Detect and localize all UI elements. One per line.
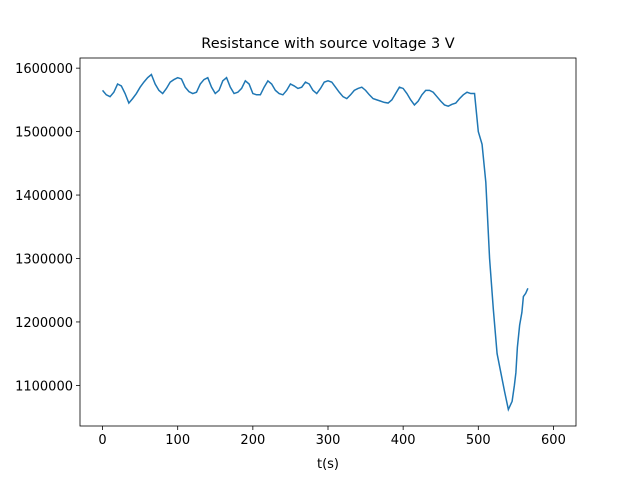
data-line	[101, 73, 529, 412]
x-tick-label: 300	[316, 433, 341, 448]
y-tick-label: 1400000	[15, 189, 73, 204]
x-tick-label: 0	[98, 433, 106, 448]
chart-title: Resistance with source voltage 3 V	[201, 36, 454, 52]
y-tick-label: 1500000	[15, 126, 73, 141]
x-tick-label: 400	[391, 433, 416, 448]
x-tick-label: 100	[165, 433, 190, 448]
y-tick-label: 1200000	[15, 316, 73, 331]
x-tick-label: 200	[240, 433, 265, 448]
y-tick-label: 1300000	[15, 252, 73, 267]
x-axis-label: t(s)	[317, 457, 339, 472]
y-tick-label: 1100000	[15, 379, 73, 394]
axes-frame	[79, 57, 577, 427]
x-tick-label: 500	[466, 433, 491, 448]
y-tick-label: 1600000	[15, 62, 73, 77]
x-tick-label: 600	[541, 433, 566, 448]
